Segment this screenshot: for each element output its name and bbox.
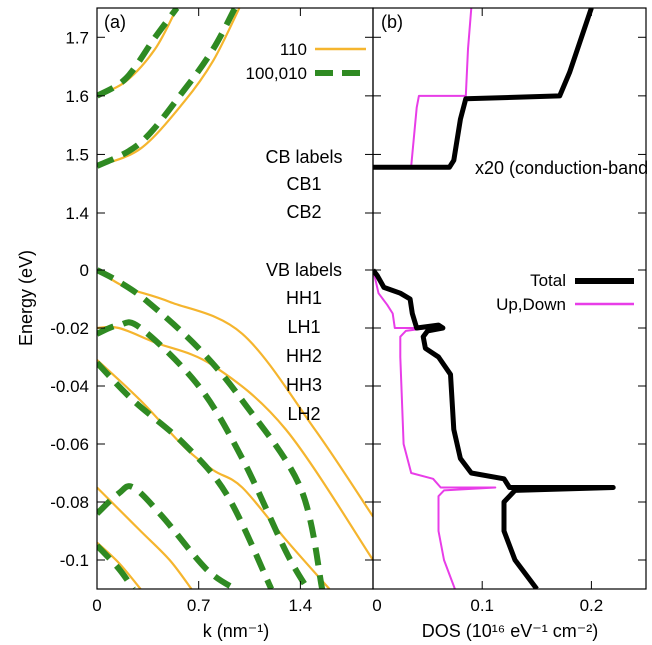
annotation-cb-labels: CB labels xyxy=(265,147,342,167)
band-curve-110-5 xyxy=(97,486,193,589)
x-tick-label: 0 xyxy=(372,596,381,615)
annotation-hh2: HH2 xyxy=(286,346,322,366)
band-curve-100-010-7 xyxy=(97,8,180,99)
legend-label-total: Total xyxy=(530,271,566,290)
y-tick-label: -0.06 xyxy=(50,435,89,454)
panel-b-frame xyxy=(372,7,647,590)
annotation-vb-labels: VB labels xyxy=(266,260,342,280)
y-tick-label: -0.1 xyxy=(60,551,89,570)
panel-a-x-ticks: 0 0.7 1.4 xyxy=(92,8,312,615)
annotation-lh1: LH1 xyxy=(287,317,320,337)
band-curve-100-010-10 xyxy=(97,319,311,589)
panel-a-plot xyxy=(97,8,373,589)
y-tick-label: 1.6 xyxy=(65,87,89,106)
x-tick-label: 0.7 xyxy=(187,596,211,615)
legend-label-up-down: Up,Down xyxy=(496,295,566,314)
legend-label-100-010: 100,010 xyxy=(246,64,307,83)
band-curve-110-4 xyxy=(97,359,331,589)
band-curve-100-010-12 xyxy=(97,483,237,589)
band-curve-100-010-9 xyxy=(97,267,326,589)
panel-b-x-ticks: 0 0.1 0.2 xyxy=(372,8,603,615)
panel-b-plot xyxy=(373,8,616,589)
y-tick-label: 1.4 xyxy=(65,204,89,223)
annotation-lh2: LH2 xyxy=(287,404,320,424)
panel-a-label: (a) xyxy=(104,12,126,32)
annotation-hh1: HH1 xyxy=(286,288,322,308)
y-tick-label: 0 xyxy=(80,261,89,280)
dos-curve-total-upper xyxy=(373,8,594,170)
y-axis-label: Energy (eV) xyxy=(16,250,36,346)
band-curve-100-010-13 xyxy=(97,543,136,589)
band-curve-100-010-11 xyxy=(97,360,275,589)
scale-note-x20: x20 (conduction-band segment) xyxy=(475,158,652,178)
annotation-hh3: HH3 xyxy=(286,375,322,395)
annotation-cb1: CB1 xyxy=(286,174,321,194)
y-tick-label: -0.04 xyxy=(50,377,89,396)
x-tick-label: 0 xyxy=(92,596,101,615)
panel-b-legend: Total Up,Down xyxy=(496,271,634,314)
band-curve-110-2 xyxy=(97,269,373,518)
panel-b-x-axis-label: DOS (10¹⁶ eV⁻¹ cm⁻²) xyxy=(422,621,598,641)
panel-a-legend: 110 100,010 xyxy=(246,40,366,83)
annotation-cb2: CB2 xyxy=(286,202,321,222)
panel-b-label: (b) xyxy=(381,12,403,32)
x-tick-label: 1.4 xyxy=(289,596,313,615)
y-tick-label: -0.02 xyxy=(50,319,89,338)
panel-a-x-axis-label: k (nm⁻¹) xyxy=(203,621,270,641)
panel-a-frame xyxy=(96,7,374,590)
x-tick-label: 0.2 xyxy=(580,596,604,615)
y-tick-label: -0.08 xyxy=(50,493,89,512)
dos-curve-up-down-lower xyxy=(373,269,497,589)
panel-a-band-labels: CB labels CB1 CB2 VB labels HH1 LH1 HH2 … xyxy=(265,147,342,424)
x-tick-label: 0.1 xyxy=(470,596,494,615)
y-tick-label: 1.5 xyxy=(65,145,89,164)
band-curve-100-010-8 xyxy=(97,8,238,169)
band-curve-110-1 xyxy=(97,8,241,168)
legend-label-110: 110 xyxy=(280,40,307,59)
y-tick-label: 1.7 xyxy=(65,28,89,47)
y-axis-ticks: 1.7 1.6 1.5 1.4 0 -0.02 -0.04 -0.06 -0.08 -0.1 xyxy=(50,28,646,570)
dos-curve-total-lower xyxy=(373,268,616,589)
